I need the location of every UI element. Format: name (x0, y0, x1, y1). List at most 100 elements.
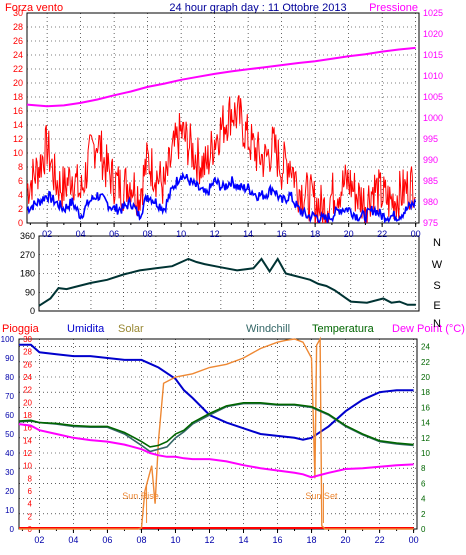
temperature-y-tick-label: 4 (421, 495, 426, 504)
legend-rain: Pioggia (2, 323, 40, 335)
wind-x-tick-label: 12 (210, 229, 220, 239)
temperature-y-tick-label: 22 (421, 358, 430, 367)
pressure-y-tick-label: 1000 (423, 113, 443, 123)
series-direction-line (38, 256, 416, 307)
direction-y-tick-label: 270 (20, 250, 35, 260)
wind-x-tick-label: 02 (42, 229, 52, 239)
rain-y-tick-label: 12 (23, 449, 32, 458)
pressure-y-tick-label: 1020 (423, 29, 443, 39)
wind-y-tick-label: 22 (13, 64, 23, 74)
rain-y-tick-label: 14 (23, 436, 32, 445)
series-humidity-line (19, 343, 414, 441)
rain-y-tick-label: 26 (23, 360, 32, 369)
humidity-y-tick-label: 90 (5, 354, 14, 363)
temperature-y-tick-label: 18 (421, 388, 430, 397)
direction-y-tick-label: 360 (20, 231, 35, 241)
direction-y-tick-label: 180 (20, 269, 35, 279)
rain-y-tick-label: 10 (23, 462, 32, 471)
temperature-y-tick-label: 2 (421, 510, 426, 519)
wind-x-tick-label: 20 (344, 229, 354, 239)
wind-x-tick-label: 04 (76, 229, 86, 239)
compass-label: S (433, 280, 440, 292)
compass-label: N (433, 237, 441, 249)
wind-y-tick-label: 16 (13, 106, 23, 116)
wind-y-tick-label: 12 (13, 134, 23, 144)
series-solar-line (19, 336, 414, 530)
direction-y-tick-label: 90 (25, 287, 35, 297)
temperature-y-tick-label: 8 (421, 464, 426, 473)
rain-y-tick-label: 24 (23, 373, 32, 382)
wind-x-tick-label: 14 (243, 229, 253, 239)
wind-y-tick-label: 6 (18, 176, 23, 186)
humidity-y-tick-label: 80 (5, 373, 14, 382)
temp-x-tick-label: 04 (68, 535, 78, 545)
temperature-y-tick-label: 14 (421, 419, 430, 428)
pressure-y-tick-label: 975 (423, 218, 438, 228)
series-wind-line (27, 171, 416, 223)
sunrise-label: Sun Rise (122, 491, 159, 501)
rain-y-tick-label: 28 (23, 348, 32, 357)
wind-y-tick-label: 30 (13, 8, 23, 18)
temp-x-tick-label: 22 (375, 535, 385, 545)
series-temperature-line (18, 402, 414, 448)
pressure-y-tick-label: 990 (423, 155, 438, 165)
temp-x-tick-label: 00 (409, 535, 419, 545)
temp-x-tick-label: 10 (170, 535, 180, 545)
temp-x-tick-label: 16 (273, 535, 283, 545)
chart-title: 24 hour graph day : 11 Ottobre 2013 (169, 2, 346, 14)
wind-y-tick-label: 4 (18, 190, 23, 200)
humidity-y-tick-label: 20 (5, 487, 14, 496)
humidity-y-tick-label: 10 (5, 506, 14, 515)
pressure-y-tick-label: 995 (423, 134, 438, 144)
wind-y-tick-label: 18 (13, 92, 23, 102)
legend-solar: Solar (118, 323, 144, 335)
pressure-y-tick-label: 1005 (423, 92, 443, 102)
wind-y-tick-label: 14 (13, 120, 23, 130)
temperature-y-tick-label: 16 (421, 403, 430, 412)
humidity-y-tick-label: 60 (5, 411, 14, 420)
humidity-y-tick-label: 0 (10, 525, 15, 534)
humidity-y-tick-label: 40 (5, 449, 14, 458)
temperature-y-tick-label: 24 (421, 343, 430, 352)
rain-y-tick-label: 30 (23, 335, 32, 344)
pressure-axis-title: Pressione (369, 2, 418, 14)
temp-x-tick-label: 12 (204, 535, 214, 545)
temperature-y-tick-label: 6 (421, 479, 426, 488)
series-dewpoint-line (18, 423, 414, 479)
wind-speed-axis-title: Forza vento (5, 2, 63, 14)
pressure-y-tick-label: 985 (423, 176, 438, 186)
rain-y-tick-label: 8 (28, 474, 33, 483)
wind-y-tick-label: 20 (13, 78, 23, 88)
rain-y-tick-label: 16 (23, 424, 32, 433)
compass-label: E (433, 300, 440, 312)
temperature-y-tick-label: 20 (421, 373, 430, 382)
legend-humidity: Umidita (67, 323, 105, 335)
humidity-y-tick-label: 30 (5, 468, 14, 477)
wind-y-tick-label: 28 (13, 22, 23, 32)
pressure-y-tick-label: 1010 (423, 71, 443, 81)
rain-y-tick-label: 20 (23, 398, 32, 407)
wind-y-tick-label: 10 (13, 148, 23, 158)
temperature-y-tick-label: 0 (421, 525, 426, 534)
legend-dew-point: Dew Point (°C) (392, 323, 465, 335)
legend-windchill: Windchill (246, 323, 290, 335)
wind-y-tick-label: 0 (18, 218, 23, 228)
rain-y-tick-label: 22 (23, 386, 32, 395)
direction-y-tick-label: 0 (30, 306, 35, 316)
humidity-y-tick-label: 100 (1, 335, 15, 344)
pressure-y-tick-label: 1025 (423, 8, 443, 18)
wind-y-tick-label: 2 (18, 204, 23, 214)
compass-label: N (433, 318, 441, 330)
wind-y-tick-label: 24 (13, 50, 23, 60)
sunset-label: Sun Set (305, 491, 338, 501)
wind-y-tick-label: 8 (18, 162, 23, 172)
temp-x-tick-label: 06 (102, 535, 112, 545)
temperature-plot-area (18, 338, 418, 530)
compass-label: W (432, 259, 443, 271)
wind-y-tick-label: 26 (13, 36, 23, 46)
wind-x-tick-label: 10 (176, 229, 186, 239)
series-pressure-line (26, 46, 416, 108)
wind-x-tick-label: 06 (109, 229, 119, 239)
rain-y-tick-label: 4 (28, 500, 33, 509)
temp-x-tick-label: 18 (307, 535, 317, 545)
